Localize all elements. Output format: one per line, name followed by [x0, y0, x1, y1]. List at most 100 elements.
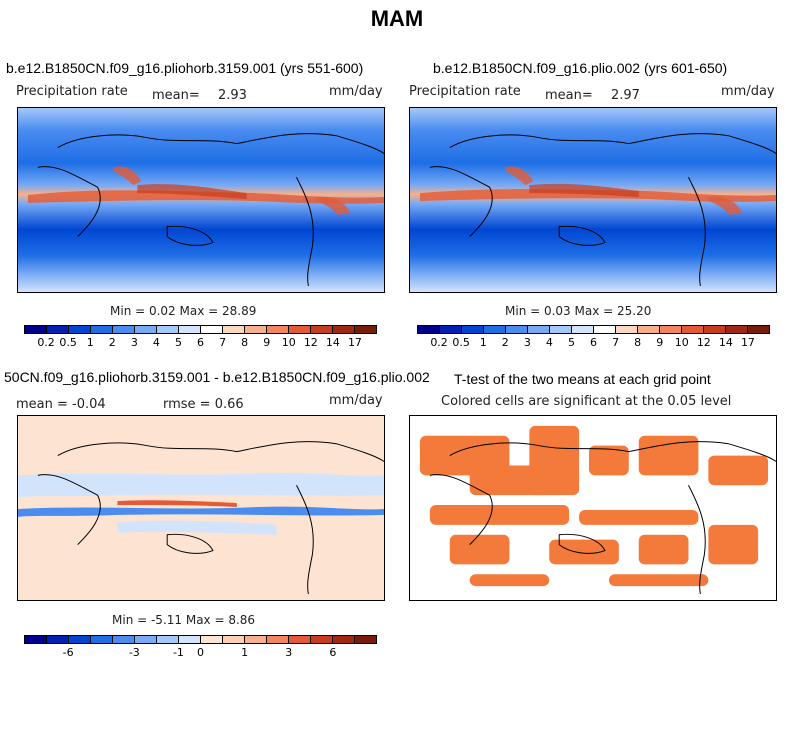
- colorbar-tick-label: 0.5: [452, 336, 470, 349]
- panel3-map: [17, 415, 385, 601]
- colorbar-swatch: [157, 326, 179, 333]
- panel2-field-label: Precipitation rate: [409, 84, 521, 99]
- panel2-map: [409, 107, 777, 293]
- colorbar-swatch: [528, 326, 550, 333]
- significant-region: [608, 574, 709, 587]
- colorbar-swatch: [289, 636, 311, 643]
- colorbar-tick-label: 17: [347, 336, 362, 349]
- colorbar-tick-label: 17: [740, 336, 755, 349]
- colorbar-tick-label: 0.5: [59, 336, 77, 349]
- colorbar-tick-label: -3: [128, 646, 140, 659]
- colorbar-tick-label: 7: [612, 336, 620, 349]
- colorbar-swatch: [550, 326, 572, 333]
- colorbar-tick-label: 1: [479, 336, 487, 349]
- panel3-minmax: Min = -5.11 Max = 8.86: [112, 613, 256, 627]
- panel3-title: 50CN.f09_g16.pliohorb.3159.001 - b.e12.B…: [4, 369, 430, 385]
- colorbar-swatch: [355, 636, 376, 643]
- colorbar-swatch: [638, 326, 660, 333]
- colorbar-swatch: [69, 636, 91, 643]
- significant-region: [638, 534, 689, 565]
- colorbar-tick-label: 0: [197, 646, 204, 659]
- colorbar-swatch: [91, 326, 113, 333]
- colorbar-swatch: [418, 326, 440, 333]
- panel4-title: T-test of the two means at each grid poi…: [454, 371, 711, 387]
- colorbar-tick-label: 1: [86, 336, 94, 349]
- colorbar-swatch: [91, 636, 113, 643]
- panel1-field-label: Precipitation rate: [16, 84, 128, 99]
- colorbar-swatch: [245, 636, 267, 643]
- colorbar-tick-label: 4: [152, 336, 160, 349]
- colorbar-swatch: [572, 326, 594, 333]
- colorbar-swatch: [223, 326, 245, 333]
- colorbar-swatch: [267, 636, 289, 643]
- colorbar-swatch: [113, 636, 135, 643]
- colorbar-swatch: [682, 326, 704, 333]
- colorbar-swatch: [69, 326, 91, 333]
- colorbar-swatch: [289, 326, 311, 333]
- figure-title: MAM: [370, 6, 424, 31]
- significance-cells: [419, 425, 769, 587]
- colorbar-swatch: [179, 636, 201, 643]
- colorbar-swatch: [506, 326, 528, 333]
- colorbar-tick-label: 5: [174, 336, 182, 349]
- colorbar-swatch: [179, 326, 201, 333]
- colorbar-tick-label: 6: [329, 646, 337, 659]
- colorbar-swatch: [223, 636, 245, 643]
- colorbar-swatch: [47, 636, 69, 643]
- colorbar-tick-label: 8: [241, 336, 249, 349]
- colorbar-panel2: [417, 325, 770, 334]
- colorbar-tick-label: -6: [62, 646, 74, 659]
- colorbar-swatch: [355, 326, 376, 333]
- panel3-units: mm/day: [329, 393, 383, 408]
- colorbar-tick-label: 0.2: [37, 336, 55, 349]
- panel2-mean-value: 2.97: [611, 88, 640, 103]
- panel2-title: b.e12.B1850CN.f09_g16.plio.002 (yrs 601-…: [433, 60, 728, 76]
- colorbar-panel3-ticks: -6 -3 -1 0 1 3 6: [24, 646, 377, 660]
- significant-region: [529, 425, 580, 496]
- colorbar-swatch: [201, 636, 223, 643]
- colorbar-swatch: [660, 326, 682, 333]
- colorbar-swatch: [25, 636, 47, 643]
- colorbar-swatch: [135, 636, 157, 643]
- significant-region: [638, 435, 699, 476]
- colorbar-swatch: [47, 326, 69, 333]
- panel1-map: [17, 107, 385, 293]
- colorbar-tick-label: 9: [263, 336, 271, 349]
- colorbar-swatch: [245, 326, 267, 333]
- colorbar-tick-label: 0.2: [430, 336, 448, 349]
- panel2-units: mm/day: [721, 84, 775, 99]
- colorbar-tick-label: -1: [172, 646, 184, 659]
- panel2-mean-label: mean=: [545, 88, 593, 103]
- significant-region: [419, 435, 510, 476]
- colorbar-swatch: [333, 326, 355, 333]
- significant-region: [579, 509, 699, 525]
- panel4-subtitle: Colored cells are significant at the 0.0…: [441, 394, 732, 409]
- panel1-mean-label: mean=: [152, 88, 200, 103]
- colorbar-tick-label: 7: [219, 336, 227, 349]
- colorbar-swatch: [157, 636, 179, 643]
- colorbar-tick-label: 2: [501, 336, 509, 349]
- colorbar-panel2-ticks: 0.2 0.5 1 2 3 4 5 6 7 8 9 10 12 14 17: [417, 336, 770, 350]
- panel4-map: [409, 415, 777, 601]
- colorbar-tick-label: 1: [241, 646, 249, 659]
- panel3-mean: mean = -0.04: [16, 397, 106, 412]
- colorbar-swatch: [484, 326, 506, 333]
- significant-region: [589, 445, 629, 476]
- colorbar-tick-label: 8: [634, 336, 642, 349]
- colorbar-tick-label: 3: [523, 336, 531, 349]
- panel1-mean-value: 2.93: [218, 88, 247, 103]
- panel2-minmax: Min = 0.03 Max = 25.20: [505, 304, 652, 318]
- colorbar-tick-label: 12: [303, 336, 318, 349]
- colorbar-swatch: [748, 326, 769, 333]
- significant-region: [449, 534, 510, 565]
- colorbar-swatch: [311, 326, 333, 333]
- colorbar-swatch: [462, 326, 484, 333]
- panel1-title: b.e12.B1850CN.f09_g16.pliohorb.3159.001 …: [6, 60, 364, 76]
- significant-region: [469, 574, 550, 587]
- colorbar-swatch: [113, 326, 135, 333]
- colorbar-swatch: [25, 326, 47, 333]
- colorbar-tick-label: 2: [108, 336, 116, 349]
- colorbar-tick-label: 14: [718, 336, 733, 349]
- colorbar-swatch: [201, 326, 223, 333]
- significant-region: [429, 505, 570, 525]
